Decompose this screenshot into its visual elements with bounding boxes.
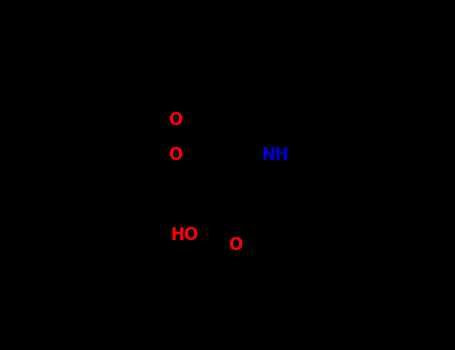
Text: HO: HO bbox=[171, 226, 199, 244]
Text: O: O bbox=[228, 236, 242, 254]
Text: NH: NH bbox=[261, 146, 289, 164]
Text: O: O bbox=[168, 111, 182, 129]
Text: O: O bbox=[168, 146, 182, 164]
